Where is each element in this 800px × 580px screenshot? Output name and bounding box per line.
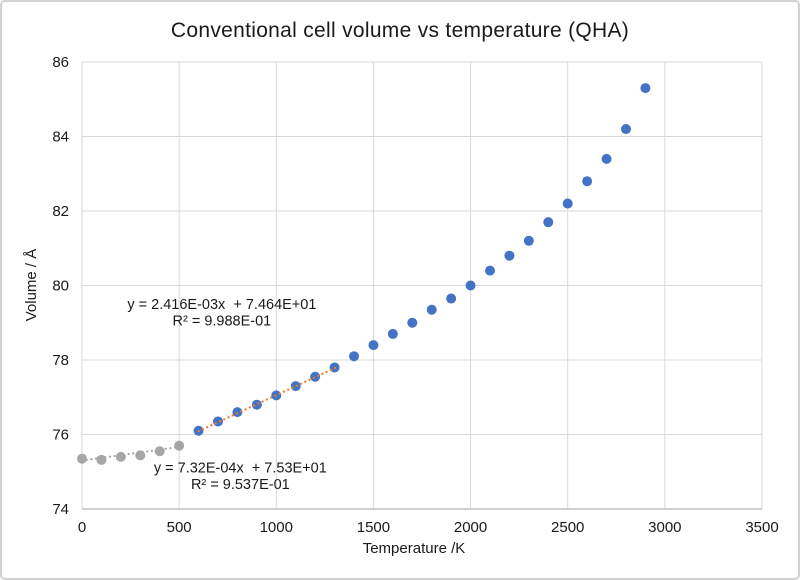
data-point [387, 328, 398, 339]
data-point [407, 317, 418, 328]
data-point [601, 153, 612, 164]
y-tick-label: 80 [52, 278, 69, 295]
data-point [368, 340, 379, 351]
data-point [543, 217, 554, 228]
data-point [213, 416, 223, 427]
data-point [135, 450, 146, 461]
x-tick-label: 1500 [357, 519, 390, 536]
x-axis-title: Temperature /K [363, 540, 466, 557]
data-point [485, 265, 495, 276]
trendline-equation: y = 7.32E-04x + 7.53E+01 [154, 461, 327, 477]
x-tick-label: 0 [78, 519, 86, 536]
x-tick-label: 1000 [260, 519, 293, 536]
data-point [115, 451, 126, 462]
y-axis-title: Volume / Å [23, 249, 40, 322]
data-point [621, 124, 631, 135]
data-point [232, 407, 243, 418]
data-point [310, 371, 321, 382]
data-point [154, 446, 165, 457]
y-tick-label: 82 [52, 203, 69, 220]
x-tick-label: 500 [167, 519, 192, 536]
data-point [446, 293, 457, 304]
data-point [523, 235, 534, 246]
data-point [251, 399, 262, 410]
y-tick-label: 76 [52, 427, 69, 444]
x-tick-label: 3000 [648, 519, 681, 536]
y-tick-label: 84 [52, 129, 69, 146]
data-point [77, 453, 87, 464]
data-point [426, 304, 437, 315]
data-point [504, 250, 515, 261]
data-points [77, 83, 651, 465]
data-point [465, 280, 476, 291]
x-tick-label: 2500 [551, 519, 584, 536]
series-high-temperature-points [193, 83, 651, 436]
data-point [349, 351, 359, 362]
y-tick-label: 78 [52, 352, 69, 369]
trendline-r-squared: R² = 9.537E-01 [191, 477, 290, 493]
data-point [640, 83, 651, 94]
y-tick-label: 74 [52, 501, 69, 518]
x-tick-label: 3500 [745, 519, 778, 536]
series-low-temperature-points [77, 440, 185, 465]
chart-title: Conventional cell volume vs temperature … [171, 19, 629, 42]
x-tick-label: 2000 [454, 519, 487, 536]
data-point [96, 454, 107, 465]
trendline-r-squared: R² = 9.988E-01 [173, 314, 272, 330]
data-point [562, 198, 573, 209]
data-point [582, 176, 593, 187]
tick-labels: 0 500 1000 1500 2000 2500 3000 3500 74 76 78 80 82 84… [52, 54, 778, 536]
trendline-equation: y = 2.416E-03x + 7.464E+01 [127, 297, 316, 313]
data-point [174, 440, 185, 451]
y-tick-label: 86 [52, 54, 69, 71]
